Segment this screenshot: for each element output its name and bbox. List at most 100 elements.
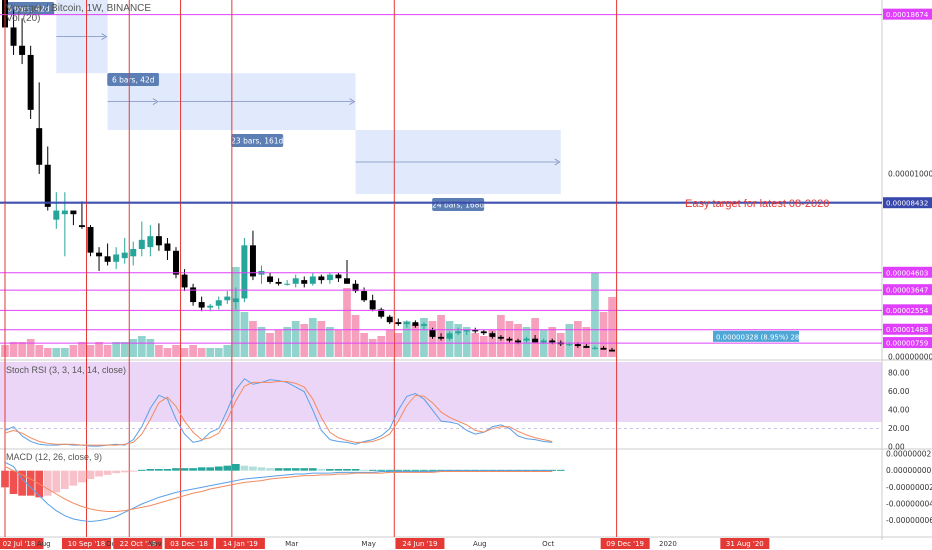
range-label: 23 bars, 161d <box>231 136 283 145</box>
macd-histogram-bar <box>300 468 309 471</box>
range-label-box <box>2 2 55 15</box>
volume-bar <box>582 327 591 357</box>
volume-bar <box>454 324 462 357</box>
macd-histogram-bar <box>95 470 103 477</box>
stoch-k-line <box>4 378 553 447</box>
candle-body <box>96 252 103 257</box>
candle-body <box>27 54 34 110</box>
range-label: 24 bars, 168d <box>432 201 484 210</box>
macd-histogram-bar <box>377 469 386 471</box>
annotation-text[interactable]: Easy target for latest 08-2020 <box>685 198 830 210</box>
level-price-label: 0.00001488 <box>886 326 928 334</box>
macd-histogram-bar <box>394 469 403 471</box>
macd-line <box>4 461 553 523</box>
candle-body <box>181 274 188 288</box>
candle-body <box>138 239 145 249</box>
volume-bar <box>266 333 274 357</box>
volume-bar <box>95 342 103 357</box>
candle-body <box>267 276 274 282</box>
stoch-axis-tick: 40.00 <box>888 406 910 415</box>
range-arrow-head <box>101 33 108 40</box>
macd-histogram-bar <box>556 469 565 471</box>
candle-body <box>292 278 299 284</box>
macd-histogram-bar <box>411 469 420 471</box>
level-price-tag <box>883 304 932 316</box>
volume-label: Vol (20) <box>6 13 41 24</box>
level-price-label: 0.00008432 <box>886 200 928 208</box>
macd-histogram-bar <box>120 470 129 473</box>
volume-bar <box>129 339 138 357</box>
macd-axis-tick: 0.00000000 <box>886 466 932 475</box>
x-axis-date-tag <box>600 538 650 549</box>
range-label: 6 bars, 42d <box>7 5 50 14</box>
macd-histogram-bar <box>206 467 215 471</box>
candle-body <box>540 340 547 343</box>
level-price-tag <box>883 266 932 278</box>
macd-histogram-bar <box>78 470 86 483</box>
macd-histogram-bar <box>317 469 326 471</box>
level-price-tag <box>883 8 932 20</box>
macd-histogram-bar <box>223 465 232 471</box>
volume-bar <box>411 324 420 357</box>
x-axis-date-label: 10 Sep '18 <box>68 540 105 548</box>
candle-body <box>275 281 282 284</box>
volume-bar <box>120 342 129 357</box>
macd-histogram-bar <box>360 469 368 471</box>
x-axis-label: Oct <box>106 540 118 548</box>
volume-bar <box>343 288 351 357</box>
volume-bar <box>479 336 488 357</box>
range-arrow-head <box>349 98 356 105</box>
volume-bar <box>35 345 44 357</box>
candle-body <box>53 210 60 220</box>
volume-bar <box>394 333 403 357</box>
volume-bar <box>249 321 257 357</box>
volume-bar <box>257 327 266 357</box>
volume-bar <box>291 321 300 357</box>
macd-histogram-bar <box>368 469 377 471</box>
macd-histogram-bar <box>9 470 18 494</box>
macd-histogram-bar <box>112 470 120 474</box>
x-axis-date-tag <box>62 538 111 549</box>
candle-body <box>429 329 436 337</box>
volume-bar <box>146 339 155 357</box>
candle-body <box>506 338 513 341</box>
macd-histogram-bar <box>172 468 180 471</box>
volume-bar <box>308 318 317 357</box>
x-axis-date-tag <box>164 538 214 549</box>
candle-body <box>335 274 342 279</box>
x-axis-label: Oct <box>542 540 554 548</box>
current-price-label: 0.00000328 (8.95%) 28 <box>716 333 799 341</box>
volume-bar <box>599 312 608 357</box>
candle-body <box>600 347 607 350</box>
volume-bar <box>240 312 249 357</box>
macd-histogram-bar <box>61 470 69 489</box>
macd-histogram-bar <box>189 468 197 471</box>
candle-body <box>104 256 111 262</box>
volume-bar <box>462 327 471 357</box>
volume-bar <box>351 315 360 357</box>
candle-body <box>446 333 453 339</box>
range-arrow-head <box>152 98 159 105</box>
macd-histogram-bar <box>291 468 300 471</box>
volume-bar <box>317 321 326 357</box>
candle-body <box>78 225 85 228</box>
candle-body <box>249 245 256 277</box>
candle-body <box>523 338 530 341</box>
x-axis-date-label: 03 Dec '18 <box>170 540 208 548</box>
volume-bar <box>471 333 480 357</box>
volume-bar <box>420 318 428 357</box>
volume-bar <box>172 345 180 357</box>
candle-body <box>44 164 51 207</box>
macd-histogram-bar <box>137 469 146 471</box>
price-axis-tick: 0.00000000 <box>888 353 932 362</box>
macd-histogram-bar <box>69 470 78 486</box>
volume-bar <box>43 348 52 357</box>
candle-body <box>155 236 162 246</box>
volume-bar <box>403 321 411 357</box>
range-label: 6 bars, 42d <box>112 76 155 85</box>
macd-histogram-bar <box>43 470 52 496</box>
candle-body <box>395 322 402 325</box>
macd-histogram-bar <box>343 469 351 471</box>
candle-body <box>318 276 325 281</box>
